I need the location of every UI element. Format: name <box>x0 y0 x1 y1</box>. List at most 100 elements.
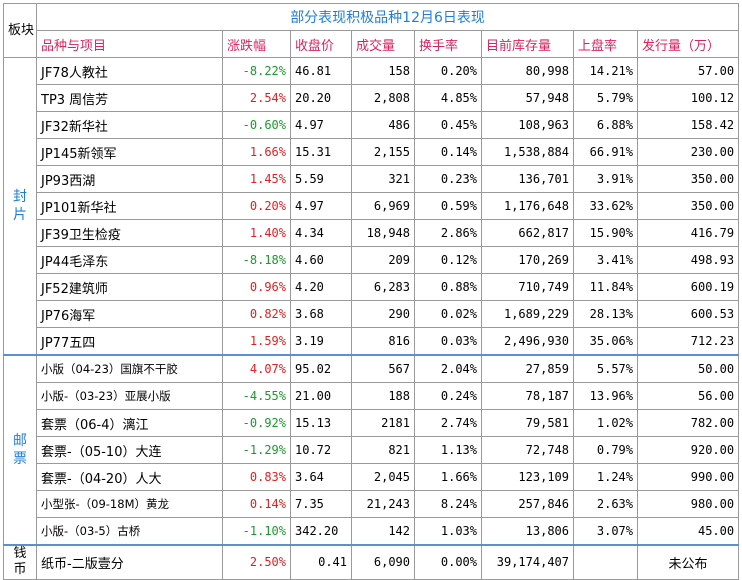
rate-cell: 11.84% <box>573 273 638 301</box>
volume-cell: 6,969 <box>351 192 415 220</box>
issue-cell: 920.00 <box>636 436 740 464</box>
table-row: TP3 周信芳 2.54% 20.20 2,808 4.85% 57,948 5.79% 10… <box>4 84 740 112</box>
header-issue: 发行量（万） <box>636 30 740 58</box>
volume-cell: 158 <box>351 57 415 85</box>
issue-cell: 782.00 <box>636 409 740 437</box>
close-cell: 15.13 <box>290 409 352 437</box>
table-row: 小版-（03-5）古桥 -1.10% 342.20 142 1.03% 13,806 3.0… <box>4 517 740 546</box>
table-row: JF32新华社 -0.60% 4.97 486 0.45% 108,963 6.88% 158… <box>4 111 740 139</box>
change-cell: 0.83% <box>222 463 291 491</box>
turnover-cell: 0.14% <box>414 138 482 166</box>
change-cell: -1.10% <box>222 517 291 546</box>
table-row: JP77五四 1.59% 3.19 816 0.03% 2,496,930 35.06% 71… <box>4 327 740 356</box>
change-cell: 0.14% <box>222 490 291 518</box>
item-name: 小型张-（09-18M）黄龙 <box>36 490 223 518</box>
table-row: 小版-（03-23）亚展小版 -4.55% 21.00 188 0.24% 78,187 1… <box>4 382 740 410</box>
stock-cell: 27,859 <box>481 354 574 383</box>
volume-cell: 2,808 <box>351 84 415 112</box>
section-label-char: 邮 <box>13 433 27 449</box>
table-body: 板块 部分表现积极品种12月6日表现 品种与项目 涨跌幅 收盘价 成交量 换手率… <box>3 3 740 580</box>
header-close: 收盘价 <box>290 30 352 58</box>
rate-cell: 5.79% <box>573 84 638 112</box>
stock-cell: 1,538,884 <box>481 138 574 166</box>
turnover-cell: 0.12% <box>414 246 482 274</box>
volume-cell: 2,045 <box>351 463 415 491</box>
change-cell: 4.07% <box>222 354 291 383</box>
item-name: TP3 周信芳 <box>36 84 223 112</box>
rate-cell: 2.63% <box>573 490 638 518</box>
turnover-cell: 1.03% <box>414 517 482 546</box>
close-cell: 95.02 <box>290 354 352 383</box>
close-cell: 4.34 <box>290 219 352 247</box>
stock-cell: 1,176,648 <box>481 192 574 220</box>
item-name: JP44毛泽东 <box>36 246 223 274</box>
section-label-char: 票 <box>13 451 27 467</box>
item-name: 套票-（05-10）大连 <box>36 436 223 464</box>
volume-cell: 209 <box>351 246 415 274</box>
header-turnover: 换手率 <box>414 30 482 58</box>
issue-cell: 980.00 <box>636 490 740 518</box>
turnover-cell: 8.24% <box>414 490 482 518</box>
item-name: JF39卫生检疫 <box>36 219 223 247</box>
issue-cell: 56.00 <box>636 382 740 410</box>
turnover-cell: 2.04% <box>414 354 482 383</box>
rate-cell: 35.06% <box>573 327 638 356</box>
issue-cell: 100.12 <box>636 84 740 112</box>
table-row: JF39卫生检疫 1.40% 4.34 18,948 2.86% 662,817 15.90… <box>4 219 740 247</box>
change-cell: 0.96% <box>222 273 291 301</box>
header-volume: 成交量 <box>351 30 415 58</box>
close-cell: 46.81 <box>290 57 352 85</box>
table-row: JP93西湖 1.45% 5.59 321 0.23% 136,701 3.91% 350.0… <box>4 165 740 193</box>
volume-cell: 6,283 <box>351 273 415 301</box>
volume-cell: 567 <box>351 354 415 383</box>
issue-cell: 57.00 <box>636 57 740 85</box>
stock-cell: 72,748 <box>481 436 574 464</box>
stock-cell: 57,948 <box>481 84 574 112</box>
plate-header: 板块 <box>3 3 37 58</box>
table-title: 部分表现积极品种12月6日表现 <box>35 3 740 31</box>
turnover-cell: 0.02% <box>414 300 482 328</box>
volume-cell: 486 <box>351 111 415 139</box>
change-cell: -1.29% <box>222 436 291 464</box>
table-row: 钱币纸币-二版壹分 2.50% 0.41 6,090 0.00% 39,174,407 未公… <box>3 544 740 580</box>
rate-cell: 3.07% <box>573 517 638 546</box>
item-name: 纸币-二版壹分 <box>36 544 223 580</box>
stock-cell: 123,109 <box>481 463 574 491</box>
close-cell: 4.97 <box>290 192 352 220</box>
turnover-cell: 0.45% <box>414 111 482 139</box>
close-cell: 5.59 <box>290 165 352 193</box>
rate-cell: 3.91% <box>573 165 638 193</box>
item-name: JF32新华社 <box>36 111 223 139</box>
rate-cell: 1.24% <box>573 463 638 491</box>
issue-cell: 498.93 <box>636 246 740 274</box>
stock-cell: 39,174,407 <box>481 544 574 580</box>
rate-cell: 28.13% <box>573 300 638 328</box>
table-row: JF52建筑师 0.96% 4.20 6,283 0.88% 710,749 11.84% 6… <box>4 273 740 301</box>
change-cell: 1.45% <box>222 165 291 193</box>
stock-cell: 108,963 <box>481 111 574 139</box>
header-change: 涨跌幅 <box>222 30 291 58</box>
volume-cell: 2,155 <box>351 138 415 166</box>
stock-cell: 710,749 <box>481 273 574 301</box>
item-name: JP93西湖 <box>36 165 223 193</box>
issue-cell: 350.00 <box>636 165 740 193</box>
table-row: 封片 JF78人教社 -8.22% 46.81 158 0.20% 80,998 14.21%… <box>3 57 740 356</box>
turnover-cell: 0.23% <box>414 165 482 193</box>
rate-cell: 3.41% <box>573 246 638 274</box>
close-cell: 4.20 <box>290 273 352 301</box>
volume-cell: 816 <box>351 327 415 356</box>
change-cell: 0.20% <box>222 192 291 220</box>
section-label-char: 封 <box>13 189 27 205</box>
volume-cell: 321 <box>351 165 415 193</box>
rate-cell <box>573 544 638 580</box>
section-label-char: 币 <box>13 562 27 578</box>
issue-cell: 600.53 <box>636 300 740 328</box>
stock-cell: 662,817 <box>481 219 574 247</box>
item-name: 套票-（04-20）人大 <box>36 463 223 491</box>
header-stock: 目前库存量 <box>481 30 574 58</box>
volume-cell: 6,090 <box>351 544 415 580</box>
turnover-cell: 0.88% <box>414 273 482 301</box>
issue-cell: 350.00 <box>636 192 740 220</box>
issue-cell: 990.00 <box>636 463 740 491</box>
table-row: 邮票小版（04-23）国旗不干胶 4.07% 95.02 567 2.04% 27,859… <box>3 354 740 546</box>
